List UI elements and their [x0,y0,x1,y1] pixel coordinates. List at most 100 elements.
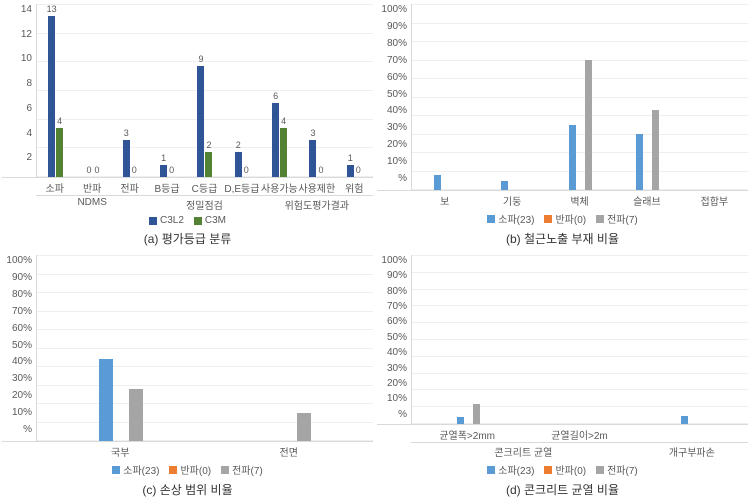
bar: 13 [48,16,55,177]
y-tick: 8 [26,78,32,89]
y-tick: 70% [387,301,407,312]
legend-label: 전파(7) [607,462,638,477]
legend-item: 소파(23) [487,462,534,477]
legend-item: 반파(0) [169,462,211,477]
x-label: 국부 [36,442,205,459]
x-super-label: 콘크리트 균열 [411,442,636,459]
y-tick: 6 [26,103,32,114]
bar: 1 [160,165,167,177]
bar-value: 2 [206,140,211,150]
bar: 6 [272,103,279,177]
x-label: 기둥 [478,191,545,208]
y-tick: 12 [21,29,32,40]
bar: 3 [123,140,130,177]
y-tick: 50% [387,89,407,100]
bar-value: 0 [318,165,323,175]
legend-label: C3M [205,215,226,226]
bar-group: 10 [149,4,186,177]
legend-swatch [544,466,552,474]
y-axis-d: 100%90%80%70%60%50%40%30%20%10%% [377,255,411,424]
y-tick: 30% [387,363,407,374]
y-tick: 40% [387,105,407,116]
y-tick: % [398,173,407,184]
x-label: 전파 [111,178,148,195]
legend-d: 소파(23)반파(0)전파(7) [377,459,748,479]
x-label: 사용제한 [298,178,335,195]
bar: 4 [280,128,287,177]
panel-b: 100%90%80%70%60%50%40%30%20%10%% 보기둥벽체슬래… [375,0,750,251]
bar-group: 92 [186,4,223,177]
y-axis-c: 100%90%80%70%60%50%40%30%20%10%% [2,255,36,441]
y-axis-a: 1412108642 [2,4,36,177]
bar [457,417,464,424]
legend-b: 소파(23)반파(0)전파(7) [377,208,748,228]
bar: 2 [205,152,212,177]
x-labels-a: 소파반파전파B등급C등급D,E등급사용가능사용제한위험 [36,178,373,195]
y-tick: % [23,424,32,435]
bar-group: 10 [336,4,373,177]
bar [129,389,143,441]
plot-d [411,255,748,424]
bar-value: 6 [273,91,278,101]
legend-label: 소파(23) [498,462,534,477]
x-labels-d: 균열폭>2mm균열길이>2m [411,425,748,442]
caption-d: (d) 콘크리트 균열 비율 [377,479,748,502]
y-tick: 60% [12,323,32,334]
legend-label: C3L2 [160,215,184,226]
bar: 3 [309,140,316,177]
bar-value: 4 [281,116,286,126]
super-labels-d: 콘크리트 균열개구부파손 [411,442,748,459]
bar-value: 2 [236,140,241,150]
y-tick: 10% [387,393,407,404]
y-tick: 30% [12,373,32,384]
legend-swatch [596,215,604,223]
y-tick: 70% [12,306,32,317]
legend-swatch [194,217,202,225]
bar [434,175,441,190]
x-label: 접합부 [681,191,748,208]
bar-value: 0 [86,165,91,175]
x-label: C등급 [186,178,223,195]
y-tick: 60% [387,316,407,327]
x-label: 슬래브 [613,191,680,208]
bar-group: 00 [74,4,111,177]
bar-value: 4 [57,116,62,126]
bar-group: 134 [37,4,74,177]
y-tick: 30% [387,122,407,133]
chart-a: 1412108642 1340030109220643010 [2,4,373,178]
bar: 4 [56,128,63,177]
plot-b [411,4,748,190]
x-label [636,425,748,442]
y-tick: 10 [21,53,32,64]
y-tick: 4 [26,128,32,139]
y-tick: 20% [387,139,407,150]
bar [99,359,113,441]
bar [681,416,688,424]
bar [473,404,480,424]
legend-item: 반파(0) [544,211,586,226]
legend-c: 소파(23)반파(0)전파(7) [2,459,373,479]
y-tick: 100% [381,4,407,15]
legend-swatch [112,466,120,474]
bar [569,125,576,190]
bar-group [37,255,205,441]
x-label: D,E등급 [223,178,260,195]
legend-swatch [596,466,604,474]
y-tick: 20% [12,390,32,401]
legend-swatch [544,215,552,223]
x-label: 소파 [36,178,73,195]
y-tick: % [398,409,407,420]
legend-item: C3M [194,215,226,226]
panel-a: 1412108642 1340030109220643010 소파반파전파B등급… [0,0,375,251]
bar-group [546,4,613,190]
y-tick: 100% [381,255,407,266]
bar-value: 0 [169,165,174,175]
bar-value: 0 [356,165,361,175]
legend-label: 소파(23) [123,462,159,477]
bar-value: 1 [348,153,353,163]
bar [636,134,643,190]
legend-label: 반파(0) [555,211,586,226]
bar-group: 30 [298,4,335,177]
super-labels-a: NDMS정밀점검위험도평가결과 [36,195,373,212]
legend-swatch [487,466,495,474]
